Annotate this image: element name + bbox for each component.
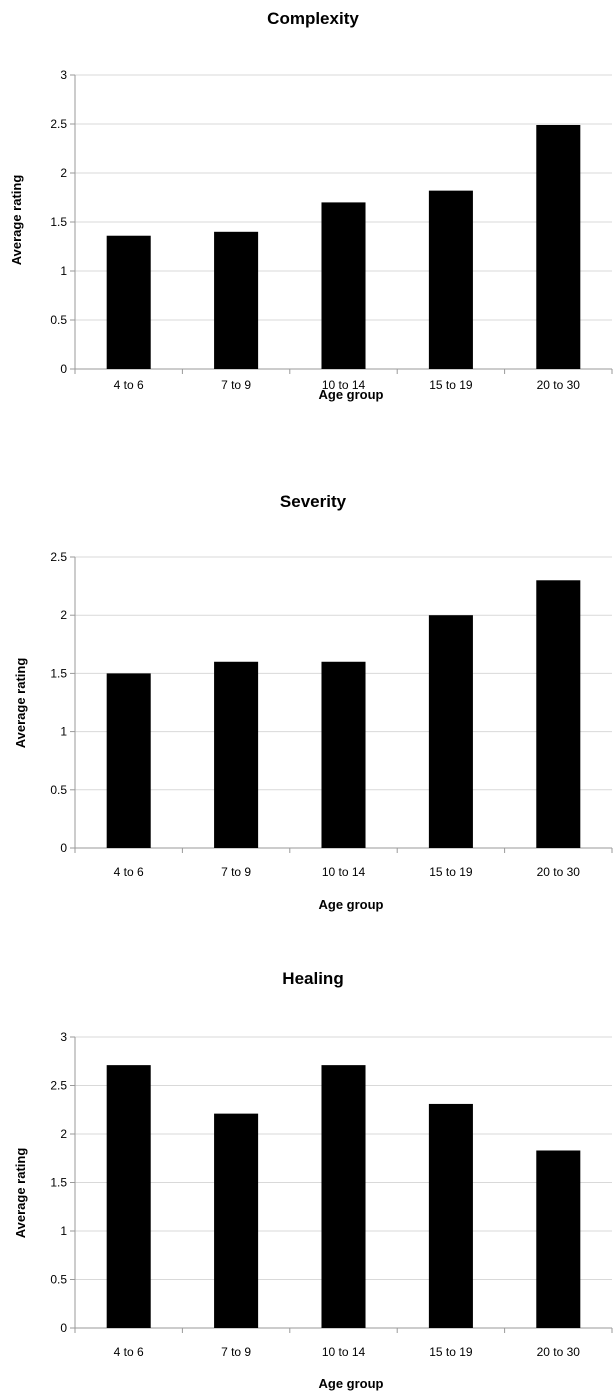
y-tick-label: 3 <box>60 68 67 82</box>
x-tick-label: 10 to 14 <box>322 378 366 392</box>
y-axis-label: Average rating <box>13 658 28 749</box>
chart-title: Complexity <box>267 9 359 28</box>
chart-healing: Healing Average rating Age group 0 0.5 1 1.… <box>13 969 613 1391</box>
y-tick-label: 0.5 <box>50 1273 67 1287</box>
chart-title: Healing <box>282 969 343 988</box>
bar <box>106 673 151 848</box>
bar <box>106 1065 151 1328</box>
x-axis-label: Age group <box>319 387 384 402</box>
x-tick-label: 7 to 9 <box>221 378 251 392</box>
x-tick-label: 4 to 6 <box>114 378 144 392</box>
x-tick-label: 7 to 9 <box>221 865 251 879</box>
y-tick-label: 2.5 <box>50 550 67 564</box>
chart-severity: Severity Average rating Age group 0 0.5 1 1… <box>13 492 613 912</box>
y-tick-label: 2 <box>60 1127 67 1141</box>
y-tick-label: 2 <box>60 608 67 622</box>
bar <box>214 231 259 369</box>
plot-area: 0 0.5 1 1.5 2 2.5 4 to 6 7 to 9 10 to 14 15 to 19… <box>50 550 613 879</box>
x-tick-label: 20 to 30 <box>537 865 581 879</box>
x-tick-label: 4 to 6 <box>114 1345 144 1359</box>
y-tick-label: 0.5 <box>50 783 67 797</box>
y-tick-label: 1 <box>60 264 67 278</box>
bar <box>428 615 473 848</box>
x-tick-label: 15 to 19 <box>429 378 473 392</box>
y-tick-label: 3 <box>60 1030 67 1044</box>
x-tick-label: 7 to 9 <box>221 1345 251 1359</box>
bar <box>536 580 581 848</box>
y-tick-label: 0.5 <box>50 313 67 327</box>
plot-area: 0 0.5 1 1.5 2 2.5 3 4 to 6 7 to 9 10 to 14 15 to 1… <box>50 1030 613 1359</box>
y-tick-label: 1.5 <box>50 1176 67 1190</box>
y-tick-label: 2.5 <box>50 1079 67 1093</box>
x-tick-label: 4 to 6 <box>114 865 144 879</box>
y-tick-label: 2 <box>60 166 67 180</box>
bar <box>214 1113 259 1328</box>
y-tick-label: 0 <box>60 1321 67 1335</box>
bar <box>214 661 259 848</box>
x-tick-label: 20 to 30 <box>537 378 581 392</box>
bar <box>536 124 581 369</box>
bar <box>106 235 151 369</box>
bar <box>536 1150 581 1328</box>
y-tick-label: 0 <box>60 841 67 855</box>
y-tick-label: 2.5 <box>50 117 67 131</box>
bar <box>428 190 473 369</box>
bar <box>321 202 366 369</box>
x-tick-label: 15 to 19 <box>429 1345 473 1359</box>
plot-area: 0 0.5 1 1.5 2 2.5 3 4 to 6 7 to 9 10 to 14 15 to 1… <box>50 68 613 392</box>
chart-title: Severity <box>280 492 347 511</box>
x-tick-label: 10 to 14 <box>322 865 366 879</box>
y-tick-label: 1 <box>60 1224 67 1238</box>
bar <box>321 661 366 848</box>
chart-complexity: Complexity Average rating Age group 0 0.5… <box>9 9 613 402</box>
bar <box>428 1103 473 1328</box>
bar <box>321 1065 366 1328</box>
y-tick-label: 1 <box>60 725 67 739</box>
x-tick-label: 20 to 30 <box>537 1345 581 1359</box>
y-tick-label: 1.5 <box>50 215 67 229</box>
y-tick-label: 0 <box>60 362 67 376</box>
x-axis-label: Age group <box>319 897 384 912</box>
y-tick-label: 1.5 <box>50 666 67 680</box>
x-tick-label: 10 to 14 <box>322 1345 366 1359</box>
y-axis-label: Average rating <box>13 1148 28 1239</box>
x-axis-label: Age group <box>319 1376 384 1391</box>
y-axis-label: Average rating <box>9 175 24 266</box>
x-tick-label: 15 to 19 <box>429 865 473 879</box>
